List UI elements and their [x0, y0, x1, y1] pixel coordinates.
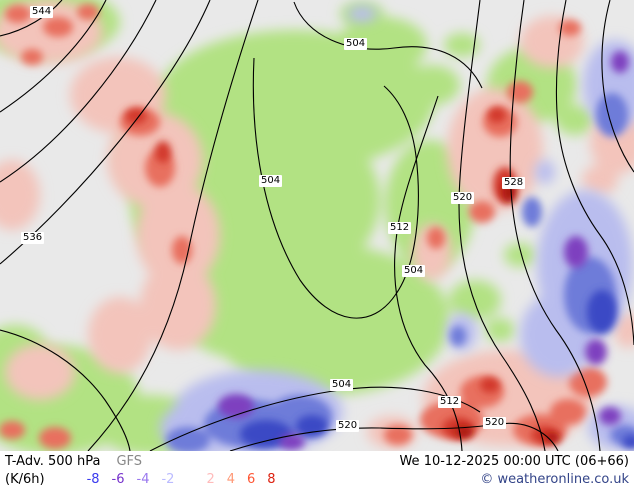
- map-title: T-Adv. 500 hPa GFS: [5, 453, 142, 471]
- contour-label: 504: [330, 379, 354, 391]
- copyright-label: © weatheronline.co.uk: [480, 472, 629, 487]
- contour-label: 504: [344, 38, 368, 50]
- cold-advection-strong-layer: [240, 290, 634, 449]
- legend-value-pos2: 2: [206, 472, 215, 487]
- legend-value-pos6: 6: [247, 472, 256, 487]
- legend-value-neg8: -8: [86, 472, 100, 487]
- contour-label: 544: [30, 6, 54, 18]
- footer-legend-row: (K/6h) -8 -6 -4 -2 2 4 6 8 © weatheronli…: [5, 471, 629, 489]
- contour-label: 536: [21, 232, 45, 244]
- legend-value-neg4: -4: [136, 472, 150, 487]
- advection-map-svg: [0, 0, 634, 451]
- legend-value-pos8: 8: [267, 472, 276, 487]
- legend-value-neg6: -6: [111, 472, 125, 487]
- map-area: 544 504 536 504 520 528 512 504 504 512 …: [0, 0, 634, 451]
- contour-label: 504: [259, 175, 283, 187]
- model-label: GFS: [116, 454, 143, 469]
- parameter-label: T-Adv. 500 hPa: [5, 454, 101, 469]
- geopotential-contour-lines: [0, 0, 634, 451]
- contour-label: 520: [336, 420, 360, 432]
- contour-label: 512: [438, 396, 462, 408]
- unit-label: (K/6h): [5, 472, 45, 487]
- contour-label: 520: [451, 192, 475, 204]
- legend-value-pos4: 4: [226, 472, 235, 487]
- footer-title-row: T-Adv. 500 hPa GFS We 10-12-2025 00:00 UT…: [5, 453, 629, 471]
- advection-color-legend: -8 -6 -4 -2 2 4 6 8: [87, 471, 276, 489]
- legend-value-neg2: -2: [161, 472, 175, 487]
- valid-datetime: We 10-12-2025 00:00 UTC (06+66): [399, 454, 629, 469]
- footer-bar: T-Adv. 500 hPa GFS We 10-12-2025 00:00 UT…: [0, 451, 634, 490]
- contour-label: 504: [402, 265, 426, 277]
- contour-label: 528: [502, 177, 526, 189]
- contour-label: 512: [388, 222, 412, 234]
- contour-label: 520: [483, 417, 507, 429]
